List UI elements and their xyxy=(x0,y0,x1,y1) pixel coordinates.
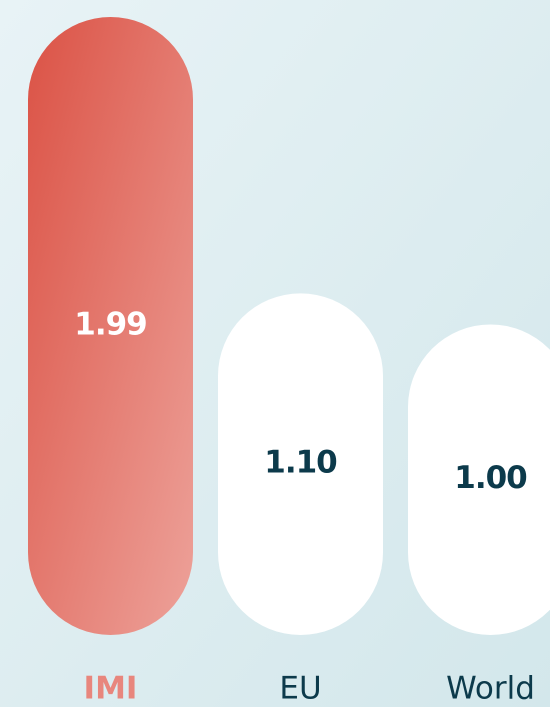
bar xyxy=(408,324,550,635)
bar xyxy=(28,17,193,635)
category-label: World xyxy=(446,671,535,707)
value-label: 1.99 xyxy=(74,307,147,343)
value-label: 1.00 xyxy=(454,460,527,496)
category-label: EU xyxy=(279,671,321,707)
category-label: IMI xyxy=(84,671,138,707)
bar xyxy=(218,293,383,635)
value-label: 1.10 xyxy=(264,445,337,481)
